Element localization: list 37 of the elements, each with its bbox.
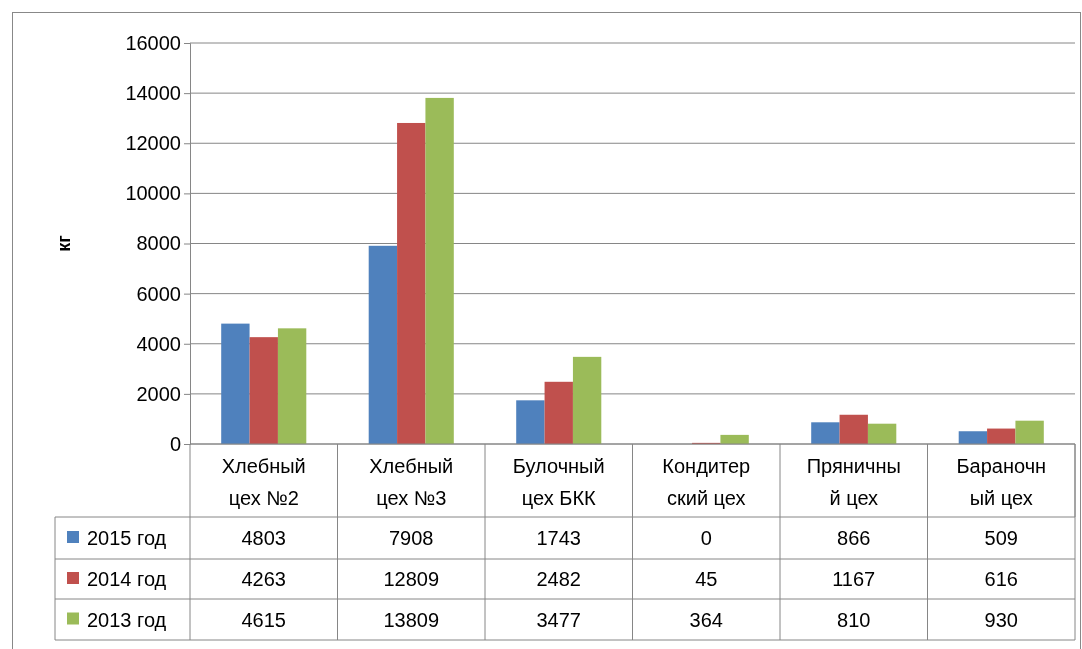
x-tick-label: Кондитерский цех xyxy=(662,455,751,509)
data-label: 4615 xyxy=(241,608,286,631)
x-tick-label: Бараночный цех xyxy=(956,455,1047,509)
data-label: 364 xyxy=(689,608,723,631)
y-tick-label: 6000 xyxy=(136,282,181,305)
data-label: 45 xyxy=(695,568,718,590)
legend-label: 2013 год xyxy=(87,608,167,631)
legend-label: 2015 год xyxy=(87,527,167,549)
data-label: 930 xyxy=(984,608,1018,631)
data-label: 3477 xyxy=(536,608,581,631)
x-tick-label: Хлебный цех №2 xyxy=(221,455,306,509)
x-tick-label: Пряничный цех xyxy=(806,455,901,509)
y-tick-label: 12000 xyxy=(125,132,181,155)
y-tick-label: 16000 xyxy=(125,31,181,54)
y-tick-label: 2000 xyxy=(136,382,181,405)
data-label: 810 xyxy=(837,608,871,631)
x-tick-label: Хлебный цех №3 xyxy=(369,455,454,509)
y-axis-title: кг xyxy=(54,234,74,252)
y-tick-label: 4000 xyxy=(136,332,181,355)
data-label: 7908 xyxy=(389,527,434,549)
x-tick-label: Булочный цех БКК xyxy=(512,455,605,509)
y-tick-label: 14000 xyxy=(125,82,181,105)
data-label: 12809 xyxy=(383,568,440,590)
data-label: 509 xyxy=(984,527,1018,549)
data-label: 4803 xyxy=(241,527,286,549)
legend-label: 2014 год xyxy=(87,568,167,590)
data-label: 866 xyxy=(837,527,871,549)
data-label: 13809 xyxy=(383,608,440,631)
y-tick-label: 10000 xyxy=(125,182,181,205)
data-label: 0 xyxy=(700,527,712,549)
data-label: 2482 xyxy=(536,568,581,590)
y-tick-label: 0 xyxy=(169,432,181,455)
data-label: 616 xyxy=(984,568,1018,590)
y-tick-label: 8000 xyxy=(136,232,181,255)
data-label: 1743 xyxy=(536,527,581,549)
data-label: 1167 xyxy=(832,568,876,590)
data-label: 4263 xyxy=(241,568,286,590)
